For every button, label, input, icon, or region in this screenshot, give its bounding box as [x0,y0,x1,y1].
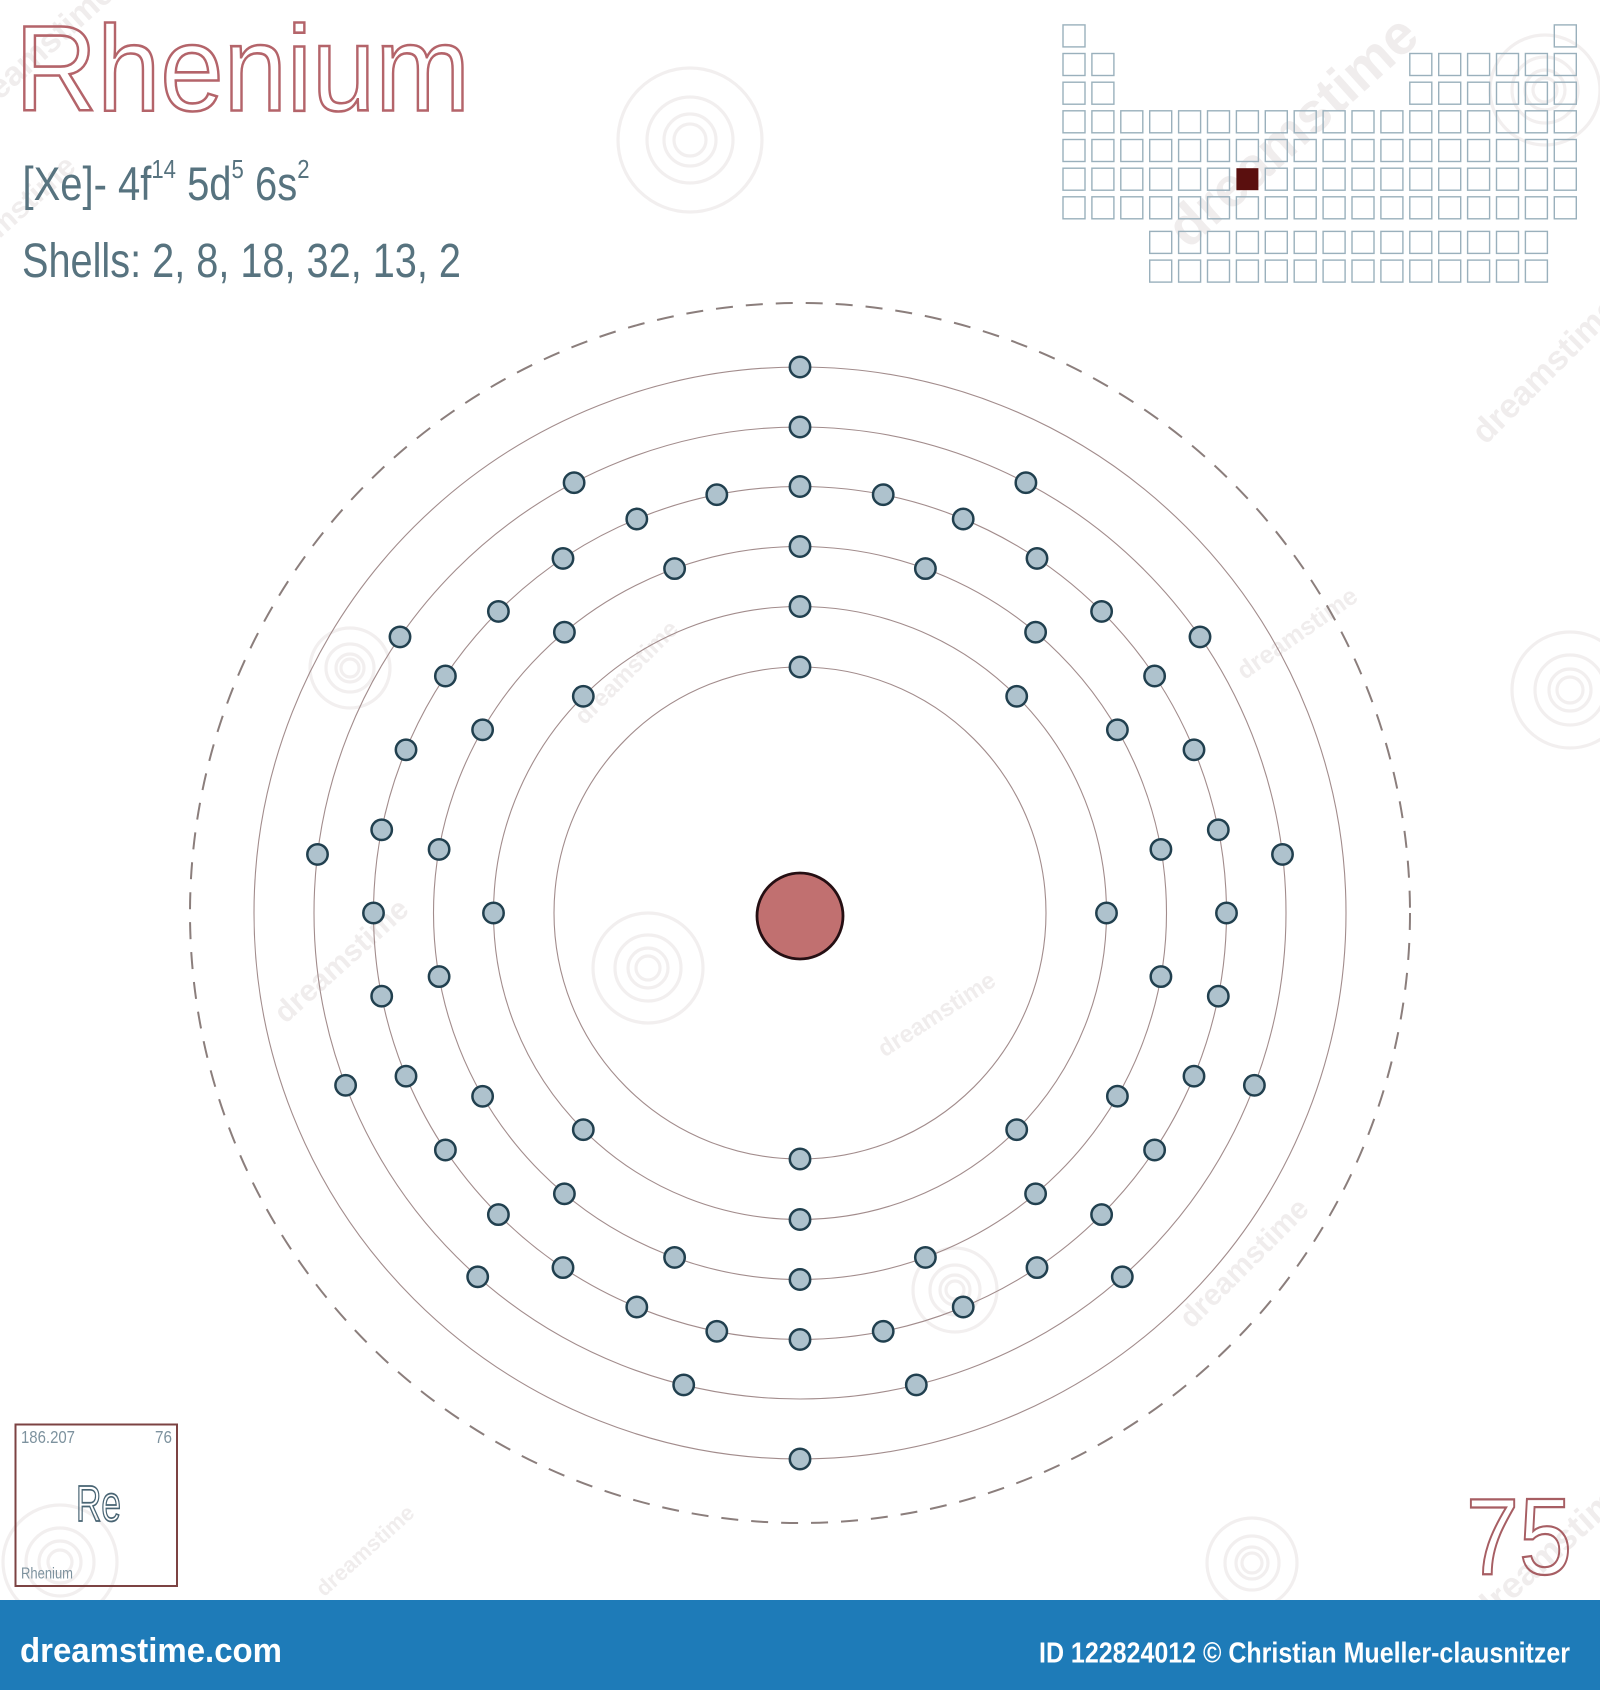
svg-text:dreamstime.com: dreamstime.com [20,1632,282,1670]
svg-text:ID 122824012 © Christian Muell: ID 122824012 © Christian Mueller-clausni… [1039,1638,1570,1670]
svg-text:Rhenium: Rhenium [15,1,470,137]
svg-text:186.207: 186.207 [21,1427,75,1447]
svg-text:[Xe]- 4f14 5d5 6s2: [Xe]- 4f14 5d5 6s2 [23,154,310,210]
svg-text:Re: Re [76,1475,121,1532]
svg-text:Shells: 2, 8, 18, 32, 13, 2: Shells: 2, 8, 18, 32, 13, 2 [22,235,461,288]
svg-text:76: 76 [155,1427,172,1447]
svg-text:Rhenium: Rhenium [21,1566,73,1583]
svg-text:75: 75 [1466,1476,1572,1598]
